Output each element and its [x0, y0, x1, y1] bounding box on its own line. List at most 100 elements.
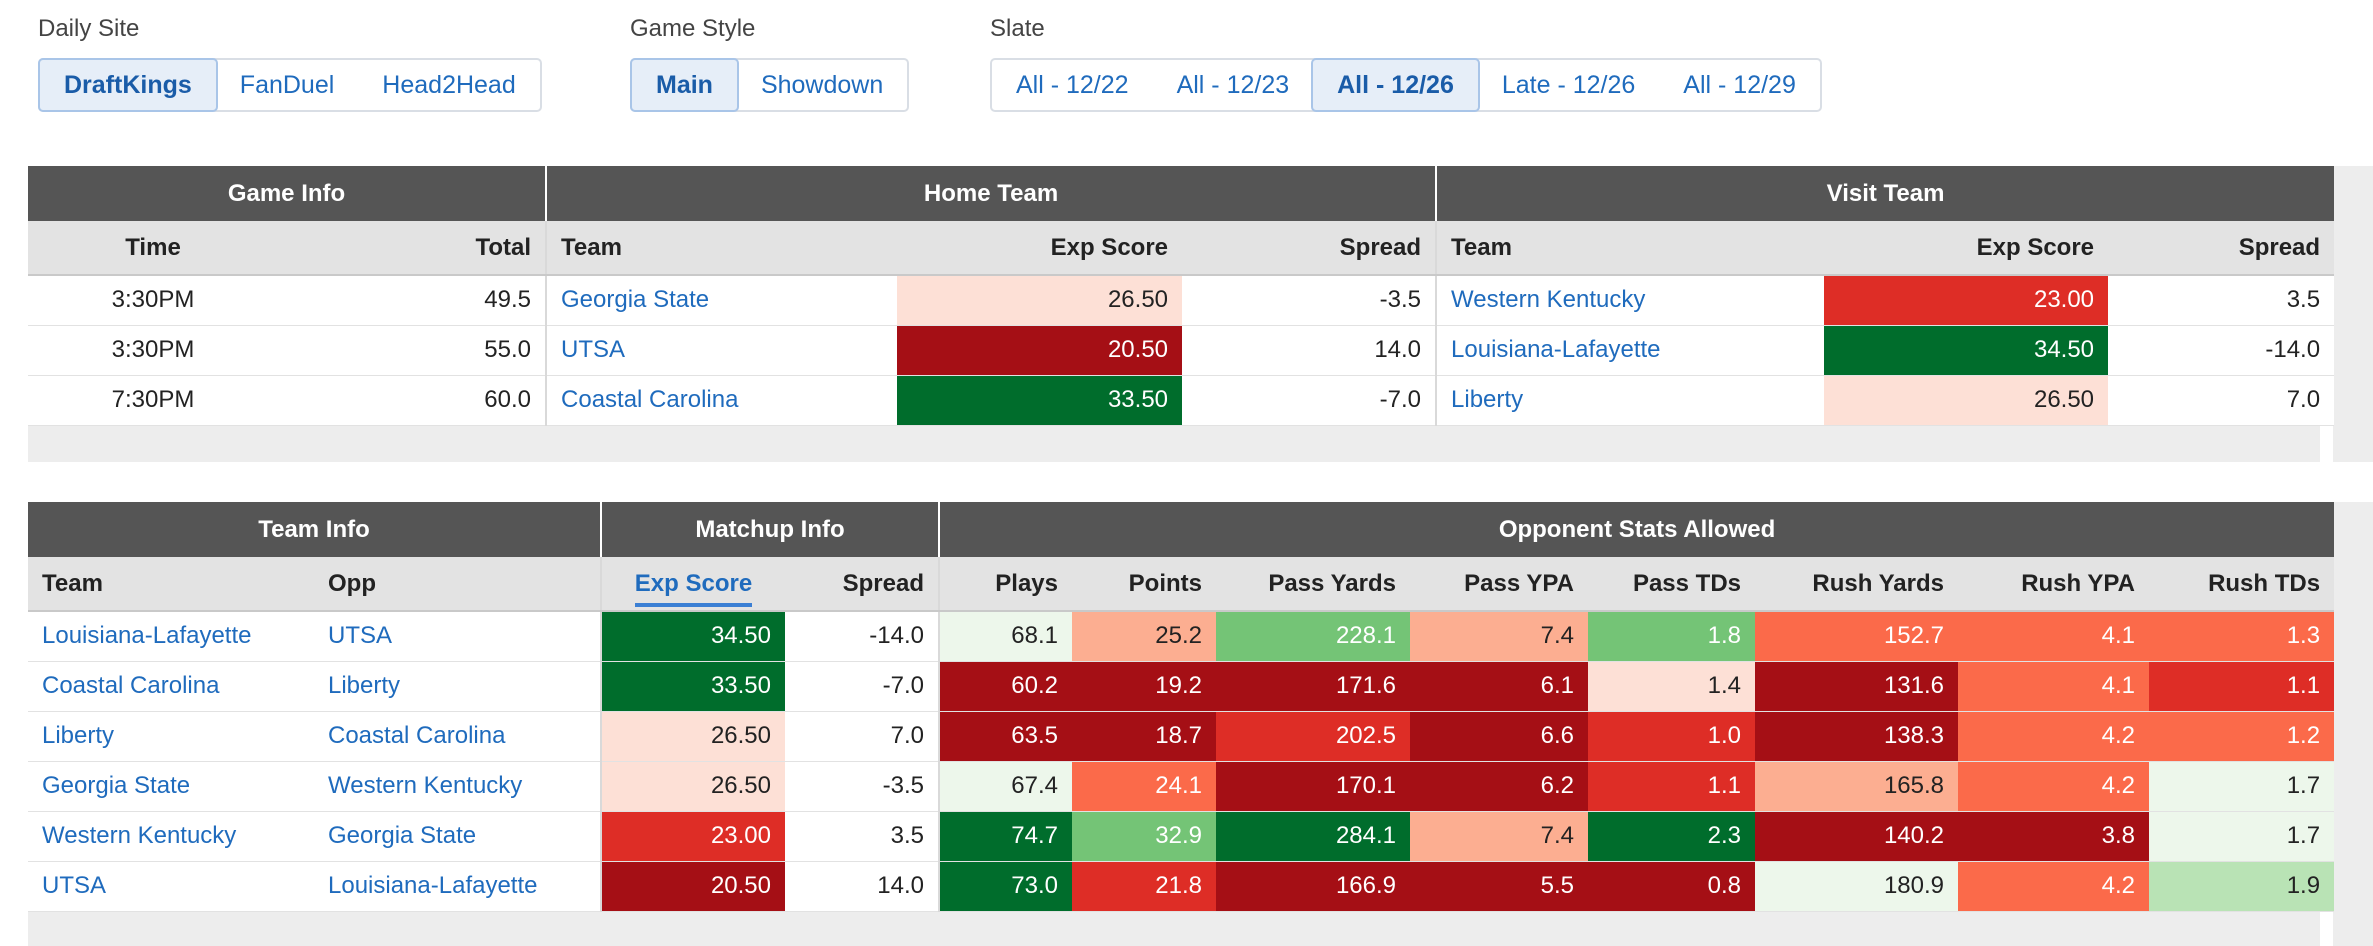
slate-all-1222-button[interactable]: All - 12/22 [1016, 71, 1129, 99]
home-team-link[interactable]: UTSA [546, 325, 898, 376]
teams-table-scroll-edge[interactable] [2333, 502, 2373, 946]
home-spread-cell: 14.0 [1182, 325, 1438, 376]
points-column-header[interactable]: Points [1072, 557, 1216, 612]
pass-tds-cell: 1.8 [1588, 611, 1755, 662]
rush-tds-cell: 1.7 [2149, 811, 2335, 862]
exp-score-cell: 26.50 [601, 711, 785, 762]
team-link[interactable]: Liberty [28, 711, 314, 762]
rush-tds-column-header[interactable]: Rush TDs [2149, 557, 2335, 612]
pass-yards-cell: 166.9 [1216, 861, 1410, 912]
main-button[interactable]: Main [630, 58, 739, 112]
table-row: Coastal Carolina Liberty 33.50 -7.0 60.2… [28, 661, 2335, 712]
fanduel-button[interactable]: FanDuel [239, 71, 335, 99]
rush-ypa-cell: 4.2 [1958, 761, 2149, 812]
pass-yards-cell: 202.5 [1216, 711, 1410, 762]
home-spread-cell: -3.5 [1182, 275, 1438, 326]
exp-score-column-header[interactable]: Exp Score [601, 557, 785, 612]
home-team-link[interactable]: Coastal Carolina [546, 375, 898, 426]
team-link[interactable]: Coastal Carolina [28, 661, 314, 712]
pass-ypa-cell: 6.2 [1410, 761, 1588, 812]
visit-team-link[interactable]: Louisiana-Lafayette [1436, 325, 1825, 376]
home-exp-score-cell: 20.50 [897, 325, 1183, 376]
table-row: Liberty Coastal Carolina 26.50 7.0 63.5 … [28, 711, 2335, 762]
home-exp-score-cell: 33.50 [897, 375, 1183, 426]
visit-exp-score-column-header[interactable]: Exp Score [1824, 221, 2109, 276]
team-link[interactable]: Western Kentucky [28, 811, 314, 862]
slate-buttons: All - 12/22 All - 12/23 All - 12/26 Late… [990, 58, 1822, 112]
visit-team-column-header[interactable]: Team [1436, 221, 1825, 276]
game-style-label: Game Style [630, 15, 756, 42]
showdown-button[interactable]: Showdown [760, 71, 884, 99]
rush-yards-column-header[interactable]: Rush Yards [1755, 557, 1958, 612]
table-row: 7:30PM 60.0 Coastal Carolina 33.50 -7.0 … [28, 375, 2335, 426]
exp-score-cell: 23.00 [601, 811, 785, 862]
rush-tds-cell: 1.1 [2149, 661, 2335, 712]
rush-ypa-cell: 4.1 [1958, 661, 2149, 712]
spread-cell: -3.5 [785, 761, 940, 812]
team-link[interactable]: Georgia State [28, 761, 314, 812]
pass-tds-cell: 2.3 [1588, 811, 1755, 862]
slate-filter: Slate All - 12/22 All - 12/23 All - 12/2… [990, 14, 1822, 112]
points-cell: 21.8 [1072, 861, 1216, 912]
slate-all-1226-button[interactable]: All - 12/26 [1311, 58, 1480, 112]
rush-tds-cell: 1.7 [2149, 761, 2335, 812]
plays-cell: 68.1 [939, 611, 1072, 662]
spread-cell: 3.5 [785, 811, 940, 862]
home-exp-score-column-header[interactable]: Exp Score [897, 221, 1183, 276]
slate-all-1229-button[interactable]: All - 12/29 [1683, 71, 1796, 99]
plays-column-header[interactable]: Plays [939, 557, 1072, 612]
points-cell: 19.2 [1072, 661, 1216, 712]
pass-ypa-cell: 7.4 [1410, 811, 1588, 862]
team-link[interactable]: Louisiana-Lafayette [28, 611, 314, 662]
rush-tds-cell: 1.3 [2149, 611, 2335, 662]
rush-ypa-cell: 4.2 [1958, 711, 2149, 762]
visit-exp-score-cell: 34.50 [1824, 325, 2109, 376]
pass-yards-column-header[interactable]: Pass Yards [1216, 557, 1410, 612]
pass-ypa-cell: 5.5 [1410, 861, 1588, 912]
opp-column-header[interactable]: Opp [314, 557, 602, 612]
visit-spread-cell: 7.0 [2108, 375, 2335, 426]
points-cell: 18.7 [1072, 711, 1216, 762]
slate-all-1223-button[interactable]: All - 12/23 [1176, 71, 1290, 99]
team-link[interactable]: UTSA [28, 861, 314, 912]
time-column-header[interactable]: Time [28, 221, 278, 276]
visit-exp-score-cell: 23.00 [1824, 275, 2109, 326]
slate-late-1226-button[interactable]: Late - 12/26 [1501, 71, 1636, 99]
opp-link[interactable]: Georgia State [314, 811, 602, 862]
exp-score-cell: 34.50 [601, 611, 785, 662]
visit-team-link[interactable]: Liberty [1436, 375, 1825, 426]
visit-team-link[interactable]: Western Kentucky [1436, 275, 1825, 326]
teams-table-footer [28, 910, 2320, 946]
pass-tds-cell: 1.4 [1588, 661, 1755, 712]
pass-ypa-cell: 7.4 [1410, 611, 1588, 662]
opp-link[interactable]: Western Kentucky [314, 761, 602, 812]
draftkings-button[interactable]: DraftKings [38, 58, 218, 112]
pass-ypa-column-header[interactable]: Pass YPA [1410, 557, 1588, 612]
table-row: UTSA Louisiana-Lafayette 20.50 14.0 73.0… [28, 861, 2335, 912]
head2head-button[interactable]: Head2Head [382, 71, 516, 99]
games-table-scroll-edge[interactable] [2333, 166, 2373, 462]
opp-link[interactable]: Coastal Carolina [314, 711, 602, 762]
spread-column-header[interactable]: Spread [785, 557, 940, 612]
opp-link[interactable]: Liberty [314, 661, 602, 712]
games-table-footer [28, 426, 2320, 462]
game-style-buttons: Main Showdown [630, 58, 910, 112]
team-column-header[interactable]: Team [28, 557, 314, 612]
opp-link[interactable]: Louisiana-Lafayette [314, 861, 602, 912]
visit-exp-score-cell: 26.50 [1824, 375, 2109, 426]
exp-score-sort-label[interactable]: Exp Score [634, 569, 753, 607]
total-column-header[interactable]: Total [278, 221, 548, 276]
pass-ypa-cell: 6.6 [1410, 711, 1588, 762]
home-team-column-header[interactable]: Team [546, 221, 898, 276]
home-team-link[interactable]: Georgia State [546, 275, 898, 326]
spread-cell: -14.0 [785, 611, 940, 662]
opp-link[interactable]: UTSA [314, 611, 602, 662]
rush-ypa-column-header[interactable]: Rush YPA [1958, 557, 2149, 612]
visit-spread-column-header[interactable]: Spread [2108, 221, 2335, 276]
table-row: Western Kentucky Georgia State 23.00 3.5… [28, 811, 2335, 862]
plays-cell: 60.2 [939, 661, 1072, 712]
home-spread-column-header[interactable]: Spread [1182, 221, 1438, 276]
pass-tds-column-header[interactable]: Pass TDs [1588, 557, 1755, 612]
game-style-filter: Game Style Main Showdown [630, 14, 910, 112]
total-cell: 49.5 [278, 275, 548, 326]
